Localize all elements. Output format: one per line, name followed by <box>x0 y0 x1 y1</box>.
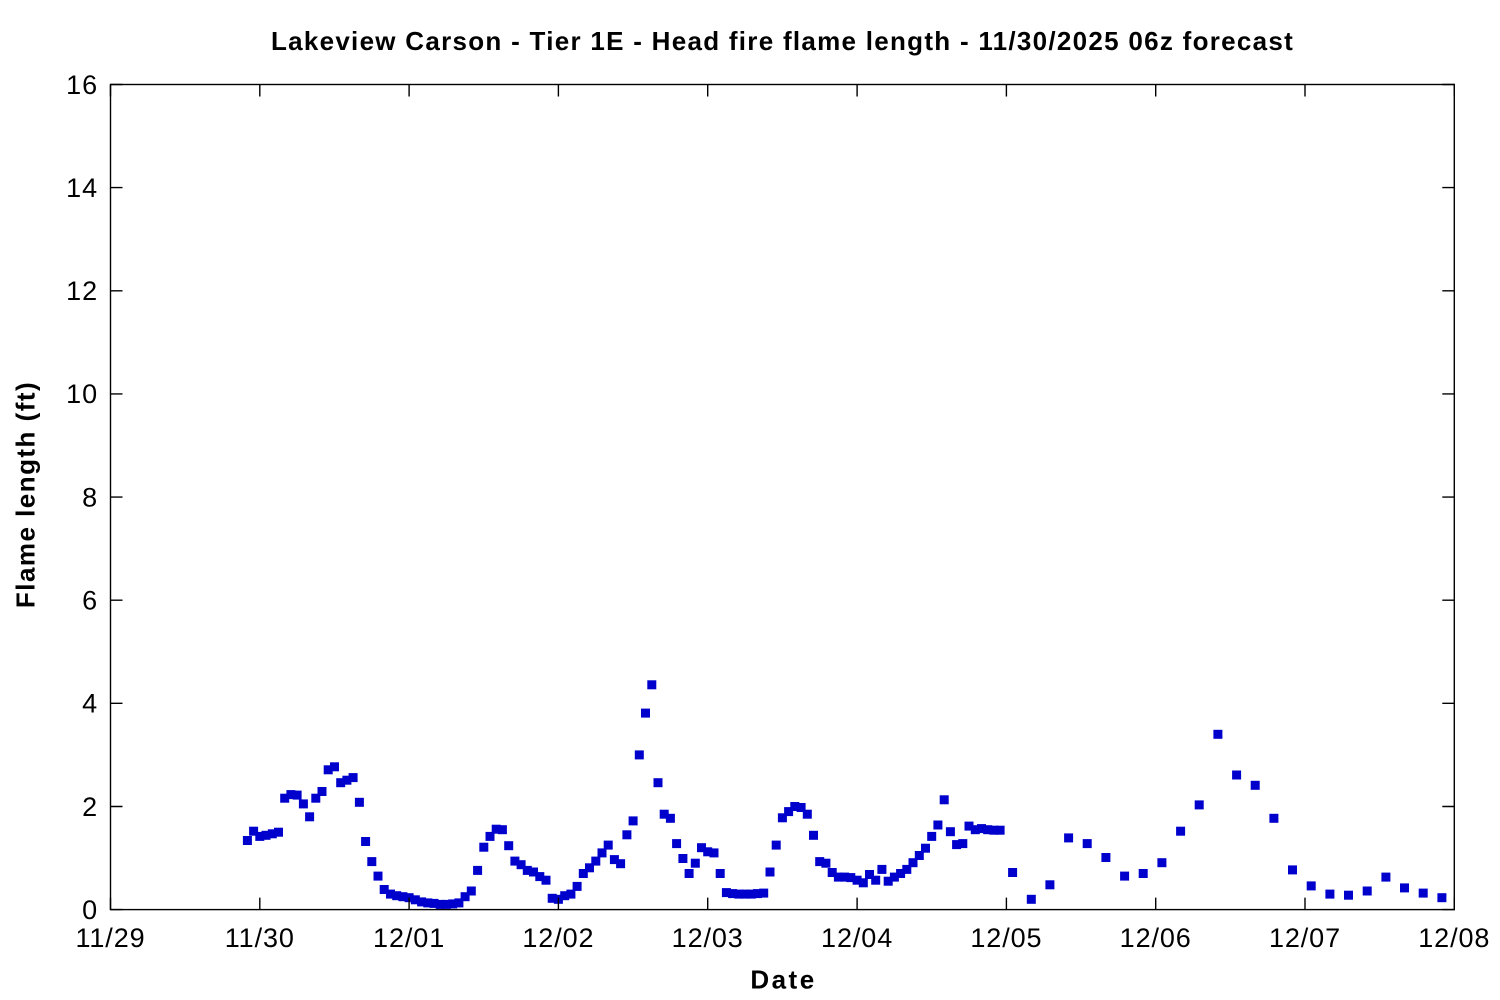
svg-text:2: 2 <box>82 792 98 822</box>
svg-text:Date: Date <box>750 965 816 995</box>
svg-text:12/07: 12/07 <box>1269 923 1341 953</box>
svg-text:12/08: 12/08 <box>1418 923 1490 953</box>
svg-text:Flame length (ft): Flame length (ft) <box>11 381 41 608</box>
svg-text:8: 8 <box>82 482 98 512</box>
svg-text:Lakeview Carson - Tier 1E - He: Lakeview Carson - Tier 1E - Head fire fl… <box>271 26 1294 56</box>
svg-text:12: 12 <box>66 276 98 306</box>
svg-text:12/02: 12/02 <box>522 923 594 953</box>
svg-text:10: 10 <box>66 379 98 409</box>
svg-text:4: 4 <box>82 689 98 719</box>
svg-text:14: 14 <box>66 173 98 203</box>
svg-text:11/29: 11/29 <box>75 923 145 953</box>
svg-text:12/06: 12/06 <box>1120 923 1192 953</box>
svg-text:12/04: 12/04 <box>821 923 893 953</box>
svg-text:11/30: 11/30 <box>225 923 295 953</box>
svg-text:6: 6 <box>82 586 98 616</box>
svg-text:12/03: 12/03 <box>672 923 744 953</box>
svg-text:12/01: 12/01 <box>373 923 445 953</box>
svg-text:12/05: 12/05 <box>970 923 1042 953</box>
svg-text:16: 16 <box>66 70 98 100</box>
svg-text:0: 0 <box>82 895 98 925</box>
